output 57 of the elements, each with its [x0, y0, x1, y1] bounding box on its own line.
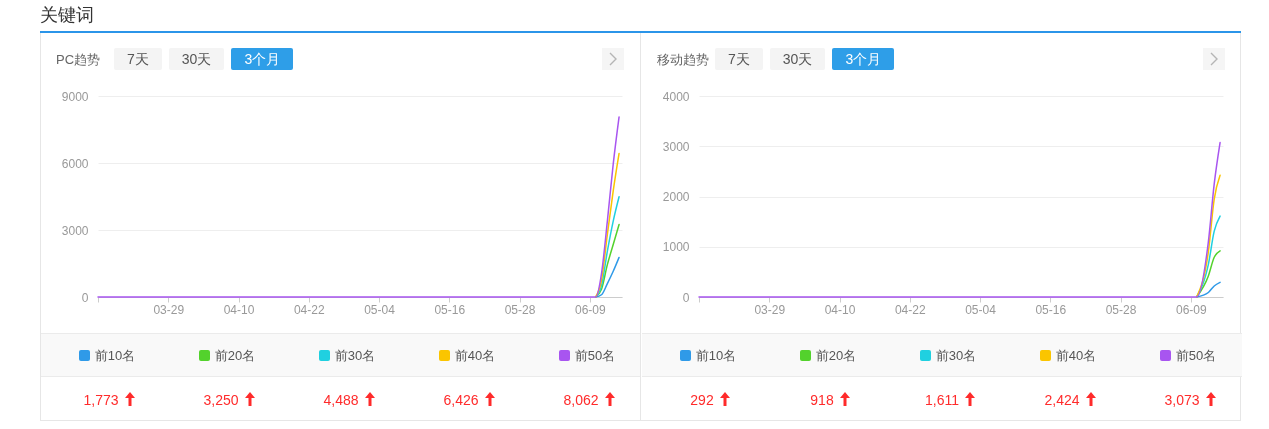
y-tick-label: 9000 [61, 89, 89, 104]
tab-button: 30天 [168, 48, 225, 70]
x-tick-label: 05-16 [434, 302, 466, 317]
x-tick-label: 06-09 [574, 302, 606, 317]
y-tick-label: 3000 [61, 223, 89, 238]
text: 8,062 [563, 391, 599, 408]
text: 3,073 [1164, 391, 1200, 408]
legend-label: 前40名 [454, 347, 496, 363]
line-series [594, 196, 620, 298]
y-tick-label: 4000 [662, 89, 690, 104]
x-tick-label: 03-29 [153, 302, 185, 317]
tab-button: 7天 [114, 48, 162, 70]
text: 1,773 [83, 391, 119, 408]
legend-label: 前30名 [334, 347, 376, 363]
text: 关键词 [40, 4, 94, 27]
x-tick-label: 05-04 [364, 302, 396, 317]
line-series [594, 152, 620, 298]
y-tick-label: 6000 [61, 156, 89, 171]
y-tick-label: 1000 [662, 240, 690, 255]
x-tick-label: 03-29 [754, 302, 786, 317]
line-series [1195, 281, 1221, 298]
text: 4,488 [323, 391, 359, 408]
legend-label: 前20名 [815, 347, 857, 363]
legend-label: 前40名 [1055, 347, 1097, 363]
x-tick-label: 05-16 [1035, 302, 1067, 317]
text: 2,424 [1044, 391, 1080, 408]
x-tick-label: 04-22 [894, 302, 926, 317]
y-tick-label: 3000 [662, 139, 690, 154]
text: 3,250 [203, 391, 239, 408]
x-tick-label: 06-09 [1175, 302, 1207, 317]
tab-button: 7天 [715, 48, 763, 70]
x-tick-label: 05-28 [504, 302, 536, 317]
text: 918 [810, 391, 834, 408]
legend-label: 前20名 [214, 347, 256, 363]
y-tick-label: 0 [81, 290, 89, 305]
legend-label: 前30名 [935, 347, 977, 363]
text: 292 [690, 391, 714, 408]
tab-button: 3个月 [231, 48, 294, 70]
legend-label: 前50名 [1175, 347, 1217, 363]
legend-label: 前10名 [695, 347, 737, 363]
text: 1,611 [925, 391, 959, 408]
text: 6,426 [443, 391, 479, 408]
legend-label: 前50名 [574, 347, 616, 363]
x-tick-label: 04-22 [293, 302, 325, 317]
x-tick-label: 05-28 [1105, 302, 1137, 317]
x-tick-label: 05-04 [965, 302, 997, 317]
line-series [594, 256, 620, 298]
legend-label: 前10名 [94, 347, 136, 363]
y-tick-label: 2000 [662, 190, 690, 204]
tab-button: 30天 [769, 48, 826, 70]
chart-title: 移动趋势 [657, 51, 709, 69]
x-tick-label: 04-10 [223, 302, 255, 317]
y-tick-label: 0 [682, 290, 690, 305]
chart-title: PC趋势 [56, 51, 101, 69]
x-tick-label: 04-10 [824, 302, 856, 317]
tab-button: 3个月 [832, 48, 895, 70]
line-series [1195, 174, 1221, 298]
